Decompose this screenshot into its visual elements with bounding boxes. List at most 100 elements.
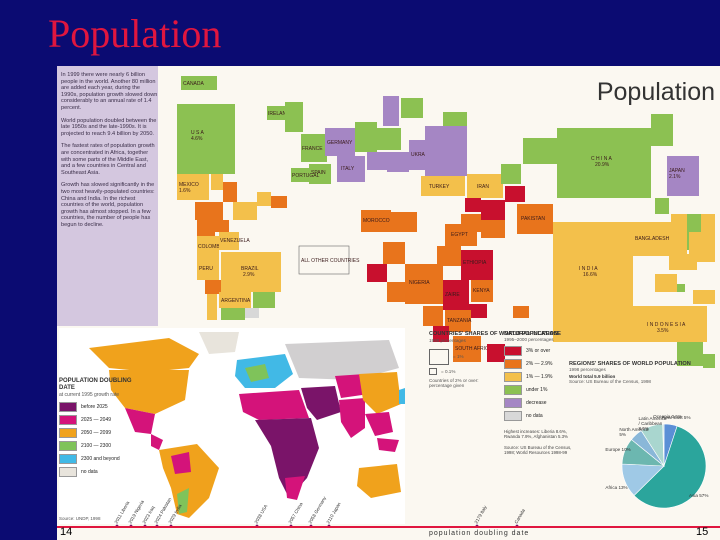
country-japan [667,156,699,196]
region-australia [357,464,401,498]
svg-text:BRAZIL: BRAZIL [241,266,259,272]
pie-slice-label: Europe 10% [605,447,631,453]
country-north-korea [651,114,673,130]
doubling-timeline: 2011 Liberia 2019 Nigeria 2023 Iraq 2024 Pa… [97,484,717,540]
svg-text:2.9%: 2.9% [243,272,255,278]
country-singapore [677,284,685,292]
svg-text:EGYPT: EGYPT [451,232,468,238]
svg-text:ZAIRE: ZAIRE [445,292,460,298]
regions-pie-section: REGIONS' SHARES OF WORLD POPULATION 1998… [569,361,719,526]
country-spain [309,164,331,184]
label-canada: CANADA [183,81,205,87]
country-new-zealand [703,354,715,368]
footer-caption: population doubling date [429,530,530,537]
country-bangladesh [633,222,671,256]
svg-text:2.1%: 2.1% [669,174,681,180]
atlas-page: In 1999 there were nearly 6 billion peop… [57,66,720,540]
shares-legend: COUNTRIES' SHARES OF WORLD POPULATION 19… [429,331,558,388]
region-usa [109,370,189,414]
region-china [359,372,401,414]
page-banner: Population [596,78,715,106]
svg-text:IRELAND: IRELAND [268,111,290,117]
page-number-right: 15 [696,526,709,538]
region-greenland [199,332,239,354]
svg-text:UKRAINE: UKRAINE [411,152,434,158]
legend-item: no data [59,467,149,477]
region-mexico [125,408,155,434]
label-all-other: ALL OTHER COUNTRIES [301,258,360,264]
svg-text:PORTUGAL: PORTUGAL [292,173,320,179]
pie-slice-label: North America 5% [619,427,649,438]
timeline-label: 2057 China [288,501,304,524]
legend-item: 2050 — 2099 [59,428,149,438]
region-central-america [151,434,163,450]
legend-item: before 2025 [59,402,149,412]
intro-paragraph: Growth has slowed significantly in the t… [61,182,155,228]
pie-slice-label: Oceania 0.5% [653,414,683,419]
svg-text:ETHIOPIA: ETHIOPIA [463,260,487,266]
pie-slice-label: Asia 57% [689,493,709,499]
country-zaire [443,280,469,310]
country-mexico [177,174,209,200]
pie-slice [633,425,707,509]
population-cartogram: CANADA U S A 4.6% MEXICO 1.6% COLOMBIA V… [161,74,715,374]
svg-text:TANZANIA: TANZANIA [447,318,472,324]
country-france [301,134,327,162]
svg-text:SOUTH AFRICA: SOUTH AFRICA [455,346,493,352]
legend-item: 2025 — 2049 [59,415,149,425]
country-poland [377,128,401,150]
slide-title: Population [48,11,222,56]
country-pakistan [517,204,553,234]
country-kenya [471,280,493,302]
svg-text:BANGLADESH: BANGLADESH [635,236,670,242]
footer-rule [57,526,720,528]
timeline-label: Canada [514,508,527,525]
country-iran [467,174,503,198]
country-canada [181,76,217,90]
country-ireland [267,106,285,120]
legend-item: 2300 and beyond [59,454,149,464]
natural-increase-legend: NATURAL INCREASE 1995–2000 percentages 3… [504,331,572,455]
svg-text:3.5%: 3.5% [657,328,669,334]
country-colombia [197,236,219,258]
country-philippines [689,232,715,262]
pie-slice-label: Near East 5% [662,414,691,420]
country-germany [325,128,355,156]
country-sudan [437,246,461,266]
label-mexico: MEXICO [179,182,199,188]
country-peru [197,258,219,280]
region-middle-east [301,386,341,420]
svg-text:20.9%: 20.9% [595,162,610,168]
svg-text:NIGERIA: NIGERIA [409,280,430,286]
country-south-korea [651,130,673,146]
country-uganda [469,304,487,318]
intro-paragraph: The fastest rates of population growth a… [61,143,155,176]
label-usa-pct: 4.6% [191,136,203,142]
pie-slice [662,423,665,467]
country-turkey [421,176,465,196]
country-madagascar [487,344,505,362]
country-australia [677,342,703,366]
country-south-africa [453,336,481,362]
intro-paragraph: In 1999 there were nearly 6 billion peop… [61,72,158,111]
country-morocco [361,210,391,232]
country-taiwan [655,198,669,214]
svg-text:FRANCE: FRANCE [302,146,323,152]
country-italy [337,156,365,182]
country-china [557,128,651,198]
region-canada [89,338,199,372]
country-nigeria [405,264,443,304]
legend-item: 2100 — 2300 [59,441,149,451]
region-north-africa [239,390,309,420]
country-afghanistan [505,186,525,202]
svg-text:PERU: PERU [199,266,213,272]
region-russia [285,340,399,380]
country-portugal [291,168,309,182]
doubling-legend: POPULATION DOUBLING DATE at current 1995… [59,378,149,480]
country-png [693,290,715,304]
svg-text:16.6%: 16.6% [583,272,598,278]
page-number-left: 14 [60,526,73,538]
country-uk [285,102,303,132]
svg-text:ITALY: ITALY [341,166,355,172]
country-tanzania [445,310,471,332]
